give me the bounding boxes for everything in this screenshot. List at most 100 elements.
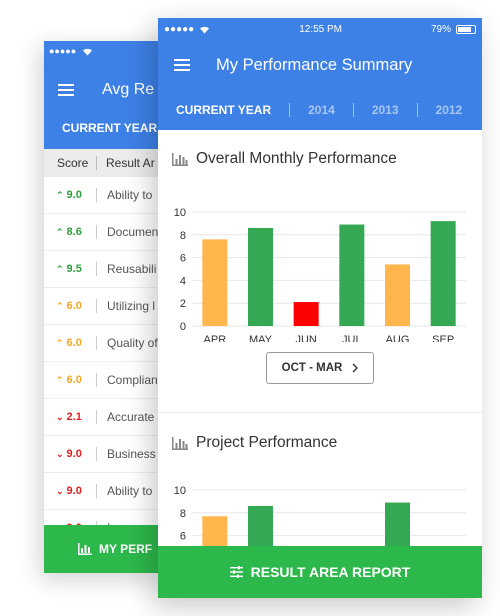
- back-status-bar: ●●●●●: [44, 41, 164, 61]
- score-value: ⌄ 2.1: [44, 411, 96, 423]
- score-number: 9.0: [66, 448, 82, 460]
- result-area-label: Complian: [107, 373, 158, 387]
- score-number: 9.0: [66, 189, 82, 201]
- chart-bar: [339, 224, 365, 326]
- section-divider: [158, 412, 482, 413]
- signal-dots: ●●●●●: [164, 23, 195, 35]
- chart-bar: [202, 239, 228, 326]
- chart-bar: [430, 221, 456, 326]
- column-divider: [96, 156, 97, 170]
- trend-down-icon: ⌄: [56, 485, 64, 496]
- page-title: My Performance Summary: [216, 55, 413, 74]
- wifi-icon: [83, 48, 93, 55]
- score-value: ⌃ 9.5: [44, 263, 96, 275]
- hamburger-menu-icon[interactable]: [174, 59, 190, 71]
- x-tick-label: SEP: [432, 334, 454, 342]
- y-tick-label: 2: [180, 298, 186, 310]
- monthly-performance-title: Overall Monthly Performance: [196, 150, 397, 167]
- wifi-icon: [200, 26, 210, 33]
- score-value: ⌃ 6.0: [44, 300, 96, 312]
- back-app-title: Avg Re: [102, 81, 155, 98]
- trend-down-icon: ⌄: [56, 448, 64, 459]
- score-value: ⌄9.0: [44, 448, 96, 460]
- trend-up-icon: ⌃: [56, 374, 64, 385]
- result-area-label: Quality of: [107, 336, 158, 350]
- list-item[interactable]: ⌃ 8.6 Documen: [44, 214, 164, 251]
- result-area-label: Ability to: [107, 188, 153, 202]
- result-area-label: Reusabili: [107, 262, 157, 276]
- y-tick-label: 6: [180, 531, 186, 543]
- x-tick-label: MAY: [249, 334, 273, 342]
- project-performance-header: Project Performance: [158, 434, 482, 452]
- column-divider: [96, 410, 97, 424]
- chevron-right-icon: [352, 363, 359, 373]
- column-divider: [96, 262, 97, 276]
- list-item[interactable]: ⌄ 2.1 Accurate: [44, 399, 164, 436]
- monthly-performance-chart: 0 2 4 6 8 10 APR MAY JUN JUL AUG SEP: [174, 207, 466, 342]
- front-app-bar: My Performance Summary: [158, 40, 482, 90]
- list-item[interactable]: ⌃ 9.0 Ability to: [44, 177, 164, 214]
- chart-bar: [385, 264, 410, 326]
- tab-2012[interactable]: 2012: [435, 103, 463, 117]
- y-tick-label: 8: [180, 508, 186, 520]
- battery-icon: [456, 24, 476, 34]
- trend-up-icon: ⌃: [56, 300, 64, 311]
- score-number: 9.0: [66, 485, 82, 497]
- bar-chart-icon: [78, 543, 92, 555]
- column-divider: [96, 336, 97, 350]
- scroll-content[interactable]: Overall Monthly Performance 0 2 4 6 8 10 APR MA…: [158, 130, 482, 598]
- score-value: ⌃ 8.6: [44, 226, 96, 238]
- list-item[interactable]: ⌃ 6.0 Utilizing l: [44, 288, 164, 325]
- y-tick-label: 10: [174, 485, 186, 497]
- trend-down-icon: ⌄: [56, 411, 64, 422]
- tab-divider: [289, 103, 291, 117]
- date-range-button[interactable]: OCT - MAR: [266, 352, 374, 384]
- my-performance-button[interactable]: MY PERF: [44, 525, 164, 573]
- table-header: Score Result Ar: [44, 149, 164, 177]
- x-tick-label: AUG: [386, 334, 410, 342]
- back-app-bar: Avg Re: [44, 61, 164, 119]
- column-divider: [96, 225, 97, 239]
- signal-dots: ●●●●●: [49, 46, 77, 56]
- result-area-report-label: RESULT AREA REPORT: [250, 564, 411, 580]
- chart-bar: [248, 227, 273, 326]
- bar-chart-icon: [172, 436, 188, 450]
- tab-divider: [352, 103, 354, 117]
- tab-2013[interactable]: 2013: [371, 103, 399, 117]
- trend-up-icon: ⌃: [56, 337, 64, 348]
- list-item[interactable]: ⌃ 6.0 Quality of: [44, 325, 164, 362]
- x-tick-label: JUL: [342, 334, 362, 342]
- tab-2014[interactable]: 2014: [308, 103, 335, 117]
- score-number: 9.5: [66, 263, 82, 275]
- tab-current-year[interactable]: CURRENT YEAR: [176, 103, 272, 117]
- bar-chart-icon: [172, 152, 188, 166]
- score-number: 2.1: [66, 411, 82, 423]
- x-tick-label: APR: [204, 334, 227, 342]
- y-tick-label: 6: [180, 253, 186, 265]
- result-area-report-button[interactable]: RESULT AREA REPORT: [158, 546, 482, 598]
- tab-divider: [416, 103, 418, 117]
- my-performance-label: MY PERF: [99, 542, 153, 556]
- hamburger-menu-icon[interactable]: [58, 84, 74, 96]
- front-status-bar: ●●●●● 12:55 PM 79%: [158, 18, 482, 40]
- y-tick-label: 10: [174, 207, 186, 219]
- result-area-label: Documen: [107, 225, 159, 239]
- score-number: 8.6: [66, 226, 82, 238]
- list-item[interactable]: ⌄ 9.0 Business: [44, 436, 164, 473]
- trend-up-icon: ⌃: [56, 263, 64, 274]
- back-tab-current-year[interactable]: CURRENT YEAR: [44, 119, 164, 149]
- list-item[interactable]: ⌃ 6.0 Complian: [44, 362, 164, 399]
- battery-percent: 79%: [430, 23, 451, 35]
- sliders-icon: [229, 566, 243, 578]
- list-item[interactable]: ⌄ 9.0 Ability to: [44, 473, 164, 510]
- column-divider: [96, 447, 97, 461]
- column-divider: [96, 373, 97, 387]
- result-area-label: Accurate: [107, 410, 155, 424]
- year-tabs: CURRENT YEAR 2014 2013 2012: [158, 90, 482, 130]
- list-item[interactable]: ⌃ 9.5 Reusabili: [44, 251, 164, 288]
- front-phone-screen: ●●●●● 12:55 PM 79% My Performance Summar…: [158, 18, 482, 598]
- score-number: 6.0: [66, 300, 82, 312]
- trend-up-icon: ⌃: [56, 189, 64, 200]
- score-column-header: Score: [57, 156, 89, 170]
